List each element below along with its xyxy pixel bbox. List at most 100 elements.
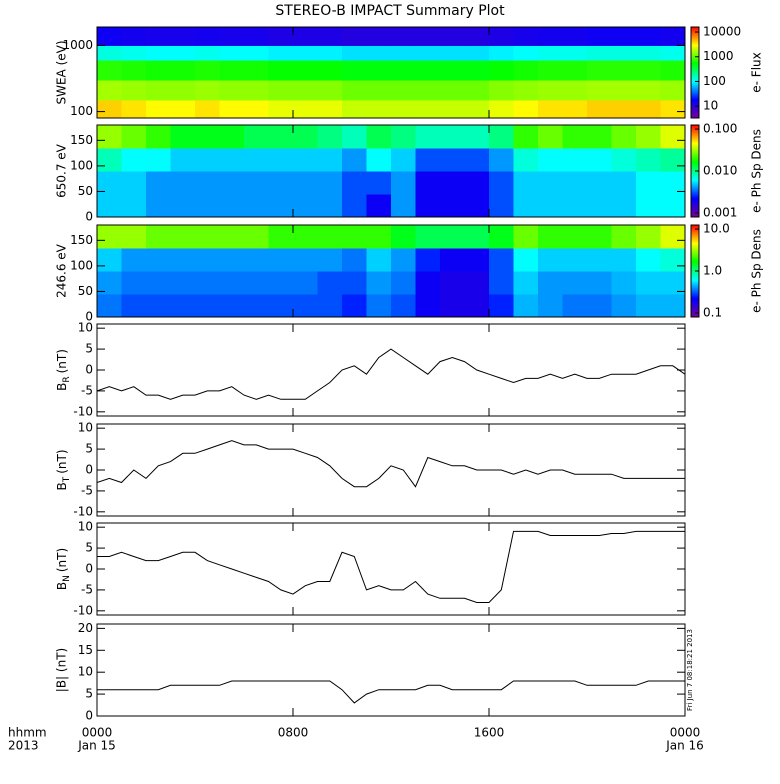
colorbar-tick-label: 1000 <box>703 49 734 63</box>
heatmap-cell <box>587 45 612 61</box>
heatmap-cell <box>464 60 490 81</box>
colorbar-tick-label: 10 <box>703 99 718 113</box>
heatmap-cell <box>317 80 343 101</box>
colorbar-tick-label: 100 <box>703 74 726 88</box>
heatmap-cell <box>415 194 441 217</box>
heatmap-cell <box>440 248 465 272</box>
y-tick-label: 0 <box>85 463 93 477</box>
heatmap-cell <box>587 148 612 172</box>
y-tick-label: -10 <box>73 504 93 518</box>
heatmap-cell <box>121 148 147 172</box>
plot-area <box>97 348 685 400</box>
heatmap-cell <box>611 294 637 317</box>
heatmap-cell <box>538 27 563 46</box>
heatmap-cell <box>440 125 465 149</box>
heatmap-cell <box>293 225 318 249</box>
heatmap-cell <box>440 80 465 101</box>
heatmap-cell <box>636 225 661 249</box>
x-tick-label: 0000 <box>82 726 113 740</box>
heatmap-cell <box>587 194 612 217</box>
heatmap-cell <box>587 60 612 81</box>
heatmap-cell <box>464 225 490 249</box>
heatmap-cell <box>513 248 539 272</box>
y-axis-label: BT (nT) <box>55 449 72 490</box>
y-axis-label-main: B <box>55 482 69 490</box>
data-line <box>97 348 685 400</box>
heatmap-cell <box>415 80 441 101</box>
heatmap-cell <box>268 99 294 118</box>
heatmap-cell <box>391 60 416 81</box>
heatmap-cell <box>244 225 269 249</box>
colorbar-tick-label: 0.100 <box>703 122 737 136</box>
colorbar-tick-label: 1.0 <box>703 264 722 278</box>
heatmap-cell <box>587 99 612 118</box>
heatmap-cell <box>293 60 318 81</box>
heatmap-cell <box>342 60 367 81</box>
heatmap-cell <box>562 45 588 61</box>
heatmap-cell <box>268 248 294 272</box>
colorbar-tick-label: 10.0 <box>703 222 730 236</box>
axes-box <box>96 224 686 318</box>
heatmap-cell <box>636 148 661 172</box>
heatmap-cell <box>660 294 685 317</box>
axes-box <box>96 26 686 119</box>
heatmap-cell <box>146 225 171 249</box>
heatmap-cell <box>268 225 294 249</box>
heatmap-cell <box>195 294 220 317</box>
heatmap-cell <box>513 125 539 149</box>
heatmap-cell <box>268 125 294 149</box>
y-tick-label: 0 <box>85 562 93 576</box>
heatmap-cell <box>146 125 171 149</box>
y-tick-label: 5 <box>85 541 93 555</box>
heatmap-cell <box>293 271 318 295</box>
heatmap-cell <box>293 99 318 118</box>
heatmap-cell <box>244 45 269 61</box>
y-tick-label: 5 <box>85 342 93 356</box>
heatmap-cell <box>244 80 269 101</box>
heatmap-cell <box>611 271 637 295</box>
heatmap-cell <box>611 148 637 172</box>
heatmap-cell <box>538 294 563 317</box>
heatmap-cell <box>562 171 588 195</box>
y-axis-label: BR (nT) <box>55 349 72 391</box>
y-axis-label-unit: (nT) <box>55 449 69 473</box>
heatmap-cell <box>317 294 343 317</box>
heatmap-cell <box>219 271 245 295</box>
colorbar-tick-label: 0.1 <box>703 305 722 319</box>
heatmap-cell <box>562 271 588 295</box>
y-axis-label-main: B <box>55 383 69 391</box>
heatmap-cell <box>342 194 367 217</box>
heatmap-cell <box>636 60 661 81</box>
y-tick-label: 0 <box>85 310 93 324</box>
heatmap-cell <box>170 60 196 81</box>
heatmap-cell <box>391 99 416 118</box>
heatmap-cell <box>440 271 465 295</box>
heatmap-cell <box>97 80 122 101</box>
heatmap-cell <box>244 194 269 217</box>
data-line <box>97 530 685 603</box>
heatmap-cell <box>660 225 685 249</box>
heatmap-cell <box>121 45 147 61</box>
heatmap-cell <box>342 225 367 249</box>
heatmap-cell <box>636 171 661 195</box>
heatmap-cell <box>244 148 269 172</box>
heatmap-cell <box>244 60 269 81</box>
y-tick-label: 150 <box>70 133 93 147</box>
heatmap-cell <box>538 45 563 61</box>
heatmap-cell <box>587 225 612 249</box>
heatmap-cell <box>170 148 196 172</box>
heatmap-cell <box>170 80 196 101</box>
heatmap-cell <box>342 99 367 118</box>
heatmap-cell <box>660 27 685 46</box>
heatmap-cell <box>391 294 416 317</box>
heatmap-cell <box>317 45 343 61</box>
heatmap-cell <box>489 60 514 81</box>
heatmap-cell <box>97 60 122 81</box>
heatmap-cell <box>219 80 245 101</box>
y-tick-label: 0 <box>85 363 93 377</box>
y-tick-label: 0 <box>85 210 93 224</box>
heatmap-cell <box>219 99 245 118</box>
y-tick-label: 10 <box>78 321 93 335</box>
heatmap-cell <box>440 148 465 172</box>
heatmap-cell <box>195 80 220 101</box>
